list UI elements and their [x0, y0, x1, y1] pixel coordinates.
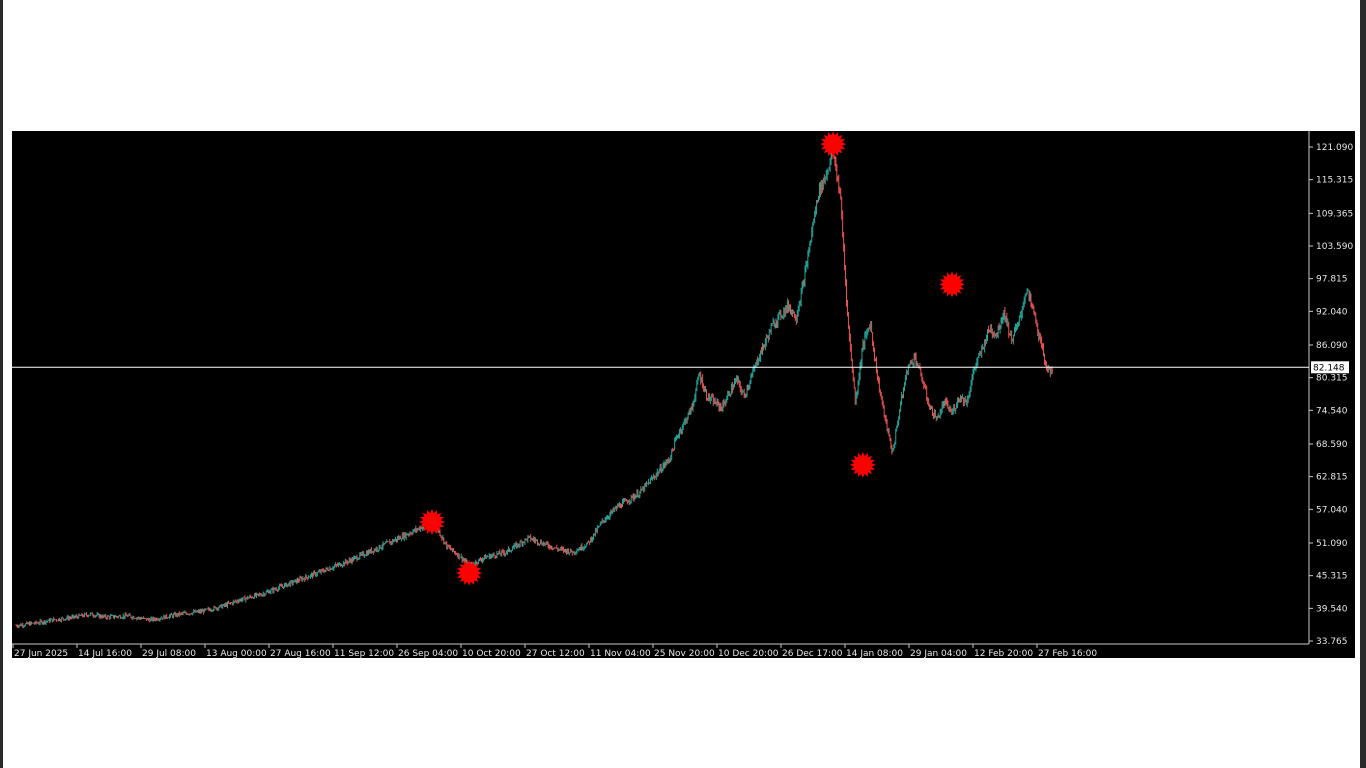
y-tick-label: 86.090 [1316, 341, 1348, 351]
y-tick-label: 92.040 [1316, 307, 1348, 317]
x-tick-label: 25 Nov 20:00 [654, 649, 715, 658]
x-tick-label: 27 Feb 16:00 [1038, 649, 1097, 658]
y-tick-label: 74.540 [1316, 406, 1348, 416]
window-left-edge [0, 0, 3, 768]
signal-marker-icon [456, 559, 483, 586]
y-tick-label: 51.090 [1316, 539, 1348, 549]
x-tick-label: 26 Sep 04:00 [398, 649, 458, 658]
y-tick-label: 115.315 [1316, 176, 1353, 186]
window-right-edge [1360, 0, 1366, 768]
candles [15, 141, 1053, 629]
current-price-box [1311, 361, 1349, 374]
x-tick-label: 11 Sep 12:00 [334, 649, 394, 658]
x-tick-label: 11 Nov 04:00 [590, 649, 651, 658]
x-tick-label: 27 Aug 16:00 [270, 649, 331, 658]
x-tick-label: 14 Jul 16:00 [78, 649, 132, 658]
y-tick-label: 62.815 [1316, 473, 1348, 483]
x-tick-label: 13 Aug 00:00 [206, 649, 267, 658]
price-chart[interactable]: 121.090 115.315 109.365 103.590 97.815 92.040… [12, 131, 1355, 658]
y-tick-label: 45.315 [1316, 572, 1348, 582]
x-tick-label: 29 Jul 08:00 [142, 649, 196, 658]
y-tick-label: 33.765 [1316, 637, 1348, 647]
x-tick-label: 29 Jan 04:00 [910, 649, 967, 658]
x-tick-label: 27 Jun 2025 [14, 649, 68, 658]
y-tick-label: 57.040 [1316, 505, 1348, 515]
current-price-label: 82.148 [1313, 363, 1345, 373]
y-tick-label: 97.815 [1316, 275, 1348, 285]
y-tick-label: 109.365 [1316, 209, 1353, 219]
signal-marker-icon [419, 509, 445, 535]
y-tick-label: 103.590 [1316, 242, 1353, 252]
x-tick-label: 10 Dec 20:00 [718, 649, 779, 658]
x-tick-label: 26 Dec 17:00 [782, 649, 843, 658]
x-tick-label: 10 Oct 20:00 [462, 649, 521, 658]
chart-canvas[interactable]: 121.090 115.315 109.365 103.590 97.815 92.040… [12, 131, 1355, 658]
signal-marker-icon [820, 131, 847, 158]
x-tick-label: 27 Oct 12:00 [526, 649, 585, 658]
y-tick-label: 80.315 [1316, 374, 1348, 384]
x-tick-label: 12 Feb 20:00 [974, 649, 1033, 658]
signal-marker-icon [849, 451, 876, 478]
x-tick-label: 14 Jan 08:00 [846, 649, 903, 658]
y-tick-label: 68.590 [1316, 440, 1348, 450]
y-tick-label: 39.540 [1316, 604, 1348, 614]
signal-marker-icon [939, 271, 965, 298]
y-tick-label: 121.090 [1316, 143, 1353, 153]
